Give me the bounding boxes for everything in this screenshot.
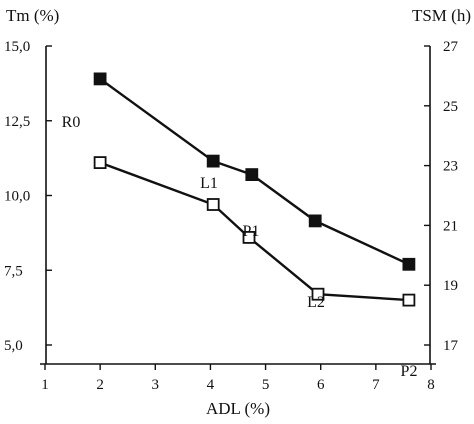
y-right-tick-label: 25 [443, 99, 458, 115]
x-axis-title: ADL (%) [206, 399, 270, 418]
open-square-marker [93, 156, 107, 170]
point-label: L1 [200, 175, 218, 192]
filled-square-marker [93, 72, 107, 86]
filled-square-marker [245, 168, 259, 182]
x-tick-label: 3 [152, 377, 160, 393]
x-tick-label: 6 [317, 377, 325, 393]
axes: 1 2 3 4 5 6 7 85,07,510,012,515,0171921232527AD… [4, 6, 471, 418]
y-right-tick-label: 21 [443, 218, 458, 234]
filled-square-marker [206, 154, 220, 168]
point-label: P2 [401, 363, 418, 380]
point-label: P1 [243, 223, 260, 240]
x-tick-label: 8 [427, 377, 435, 393]
open-square-marker [311, 287, 325, 301]
y-left-tick-label: 5,0 [4, 338, 23, 354]
x-tick-label: 7 [372, 377, 380, 393]
y-left-tick-label: 10,0 [4, 189, 30, 205]
y-right-tick-label: 19 [443, 278, 458, 294]
y-left-tick-label: 15,0 [4, 39, 30, 55]
y-right-axis-title: TSM (h) [412, 6, 471, 25]
point-label: L2 [307, 294, 325, 311]
y-right-tick-label: 23 [443, 159, 458, 175]
open-square-marker [242, 230, 256, 244]
y-right-tick-label: 17 [443, 338, 459, 354]
filled-square-marker [402, 257, 416, 271]
open-square-marker [206, 198, 220, 211]
x-tick-label: 1 [41, 377, 49, 393]
y-left-axis-title: Tm (%) [6, 6, 59, 25]
y-left-tick-label: 7,5 [4, 263, 23, 279]
open-square-marker [402, 293, 416, 307]
x-tick-label: 4 [207, 377, 215, 393]
series-markers [93, 72, 416, 307]
point-labels: R0 L1 P1 L2 P2 [62, 114, 418, 380]
point-label: R0 [62, 114, 81, 131]
x-tick-label: 2 [96, 377, 104, 393]
x-tick-label: 5 [262, 377, 270, 393]
filled-square-marker [308, 214, 322, 228]
y-right-tick-label: 27 [443, 39, 459, 55]
y-left-tick-label: 12,5 [4, 114, 30, 130]
series-lines [99, 77, 410, 302]
